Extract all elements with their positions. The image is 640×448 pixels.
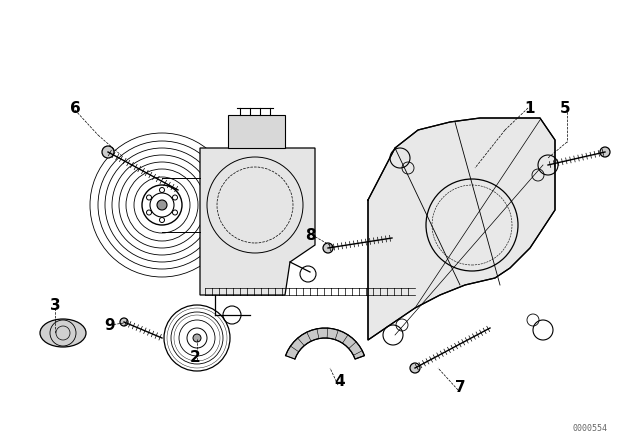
Circle shape — [157, 200, 167, 210]
Polygon shape — [200, 148, 315, 295]
Circle shape — [120, 318, 128, 326]
Text: 8: 8 — [305, 228, 316, 242]
Text: 7: 7 — [454, 380, 465, 396]
Circle shape — [323, 243, 333, 253]
Polygon shape — [228, 115, 285, 148]
Polygon shape — [368, 118, 555, 340]
Circle shape — [410, 363, 420, 373]
Circle shape — [102, 146, 114, 158]
Text: 5: 5 — [560, 100, 570, 116]
Circle shape — [600, 147, 610, 157]
Text: 3: 3 — [50, 297, 60, 313]
Text: 9: 9 — [105, 318, 115, 332]
Text: 4: 4 — [335, 375, 346, 389]
Text: 6: 6 — [70, 100, 81, 116]
Ellipse shape — [40, 319, 86, 347]
Circle shape — [193, 334, 201, 342]
Text: 1: 1 — [525, 100, 535, 116]
Text: 0000554: 0000554 — [573, 423, 607, 432]
Text: 2: 2 — [189, 350, 200, 366]
Polygon shape — [285, 328, 364, 359]
